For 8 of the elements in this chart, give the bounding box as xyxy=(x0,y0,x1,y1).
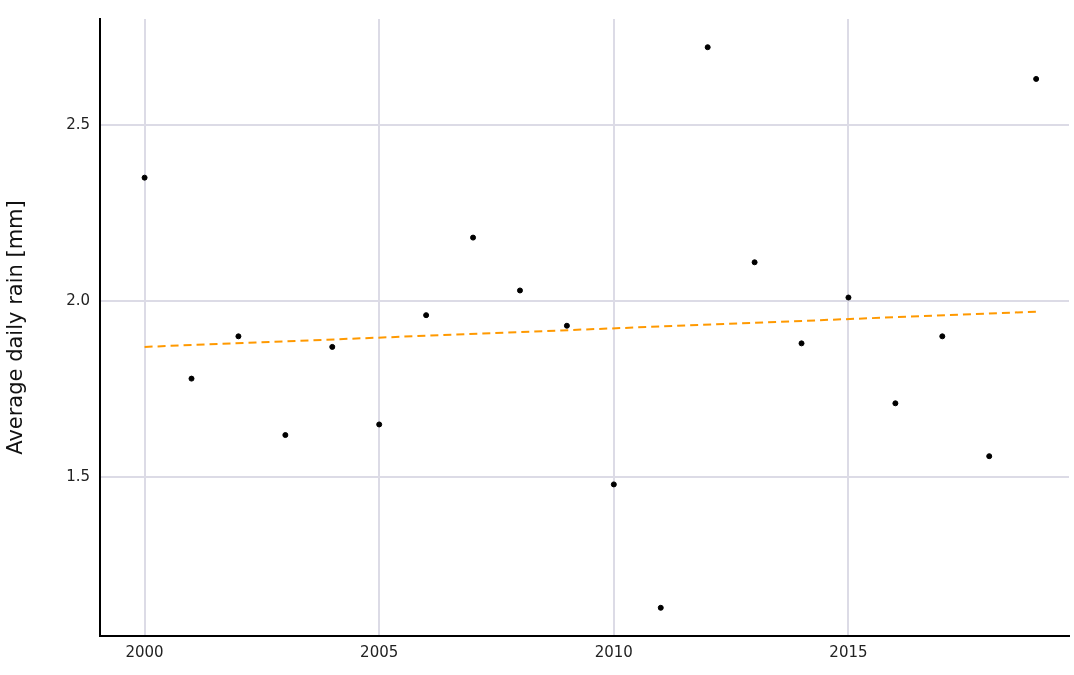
x-tick-label: 2015 xyxy=(829,642,868,661)
x-tick-label: 2005 xyxy=(360,642,399,661)
x-tick-label: 2010 xyxy=(594,642,633,661)
y-axis-title: Average daily rain [mm] xyxy=(3,200,28,455)
y-tick-label: 1.5 xyxy=(66,467,90,486)
y-tick-label: 2.5 xyxy=(66,114,90,133)
x-tick-label: 2000 xyxy=(125,642,164,661)
y-tick-label: 2.0 xyxy=(66,290,90,309)
